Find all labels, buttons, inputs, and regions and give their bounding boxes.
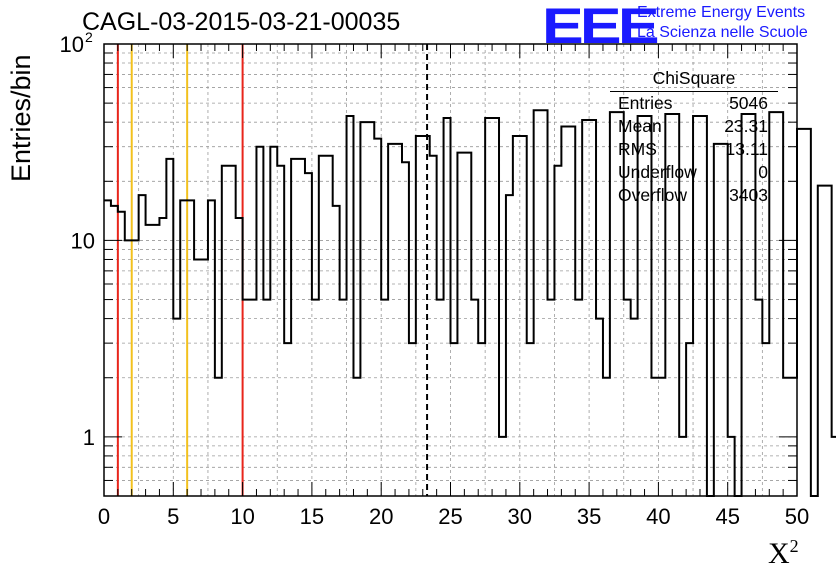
x-tick-label: 50 [785,504,809,529]
y-tick-label: 10 [71,228,95,253]
logo-line-1: Extreme Energy Events [637,4,806,21]
y-axis-label: Entries/bin [6,54,36,182]
stats-row-entries: Entries 5046 [610,92,778,115]
stats-row-mean: Mean 23.31 [610,115,778,138]
x-tick-label: 35 [577,504,601,529]
stats-label: Overflow [618,185,688,205]
x-axis-label-exponent: 2 [789,536,799,556]
x-tick-label: 5 [167,504,179,529]
x-tick-label: 45 [715,504,739,529]
stats-label: Underflow [618,162,697,182]
eee-logo: EEE [542,0,660,54]
x-tick-label: 10 [230,504,254,529]
stats-label: RMS [618,139,657,159]
stats-value: 5046 [729,93,768,113]
x-tick-label: 25 [438,504,462,529]
stats-row-rms: RMS 13.11 [610,138,778,161]
stats-label: Mean [618,116,662,136]
histogram-outline [104,109,836,497]
stats-value: 13.11 [725,139,769,159]
chart-title: CAGL-03-2015-03-21-00035 [82,8,401,36]
stats-value: 23.31 [724,116,768,136]
stats-row-overflow: Overflow 3403 [610,184,778,207]
y-tick-label: 1 [83,425,95,450]
x-tick-label: 15 [300,504,324,529]
logo-text: Extreme Energy Events La Scienza nelle S… [637,3,808,43]
stats-box: ChiSquare Entries 5046 Mean 23.31 RMS 13.11… [610,68,778,207]
stats-value: 3403 [729,185,768,205]
x-tick-label: 20 [369,504,393,529]
grid-lines [104,44,797,496]
x-tick-label: 30 [508,504,532,529]
y-tick-label-top: 10 [60,32,84,57]
logo-line-2: La Scienza nelle Scuole [637,24,808,41]
x-tick-label: 40 [646,504,670,529]
x-axis-label-base: X [768,537,790,570]
stats-row-underflow: Underflow 0 [610,161,778,184]
y-tick-label-top-exponent: 2 [85,29,93,45]
stats-value: 0 [758,162,768,182]
axis-ticks [103,43,798,496]
x-tick-label: 0 [98,504,110,529]
stats-title: ChiSquare [610,68,778,92]
x-axis-label: X2 [768,536,799,571]
stats-label: Entries [618,93,673,113]
